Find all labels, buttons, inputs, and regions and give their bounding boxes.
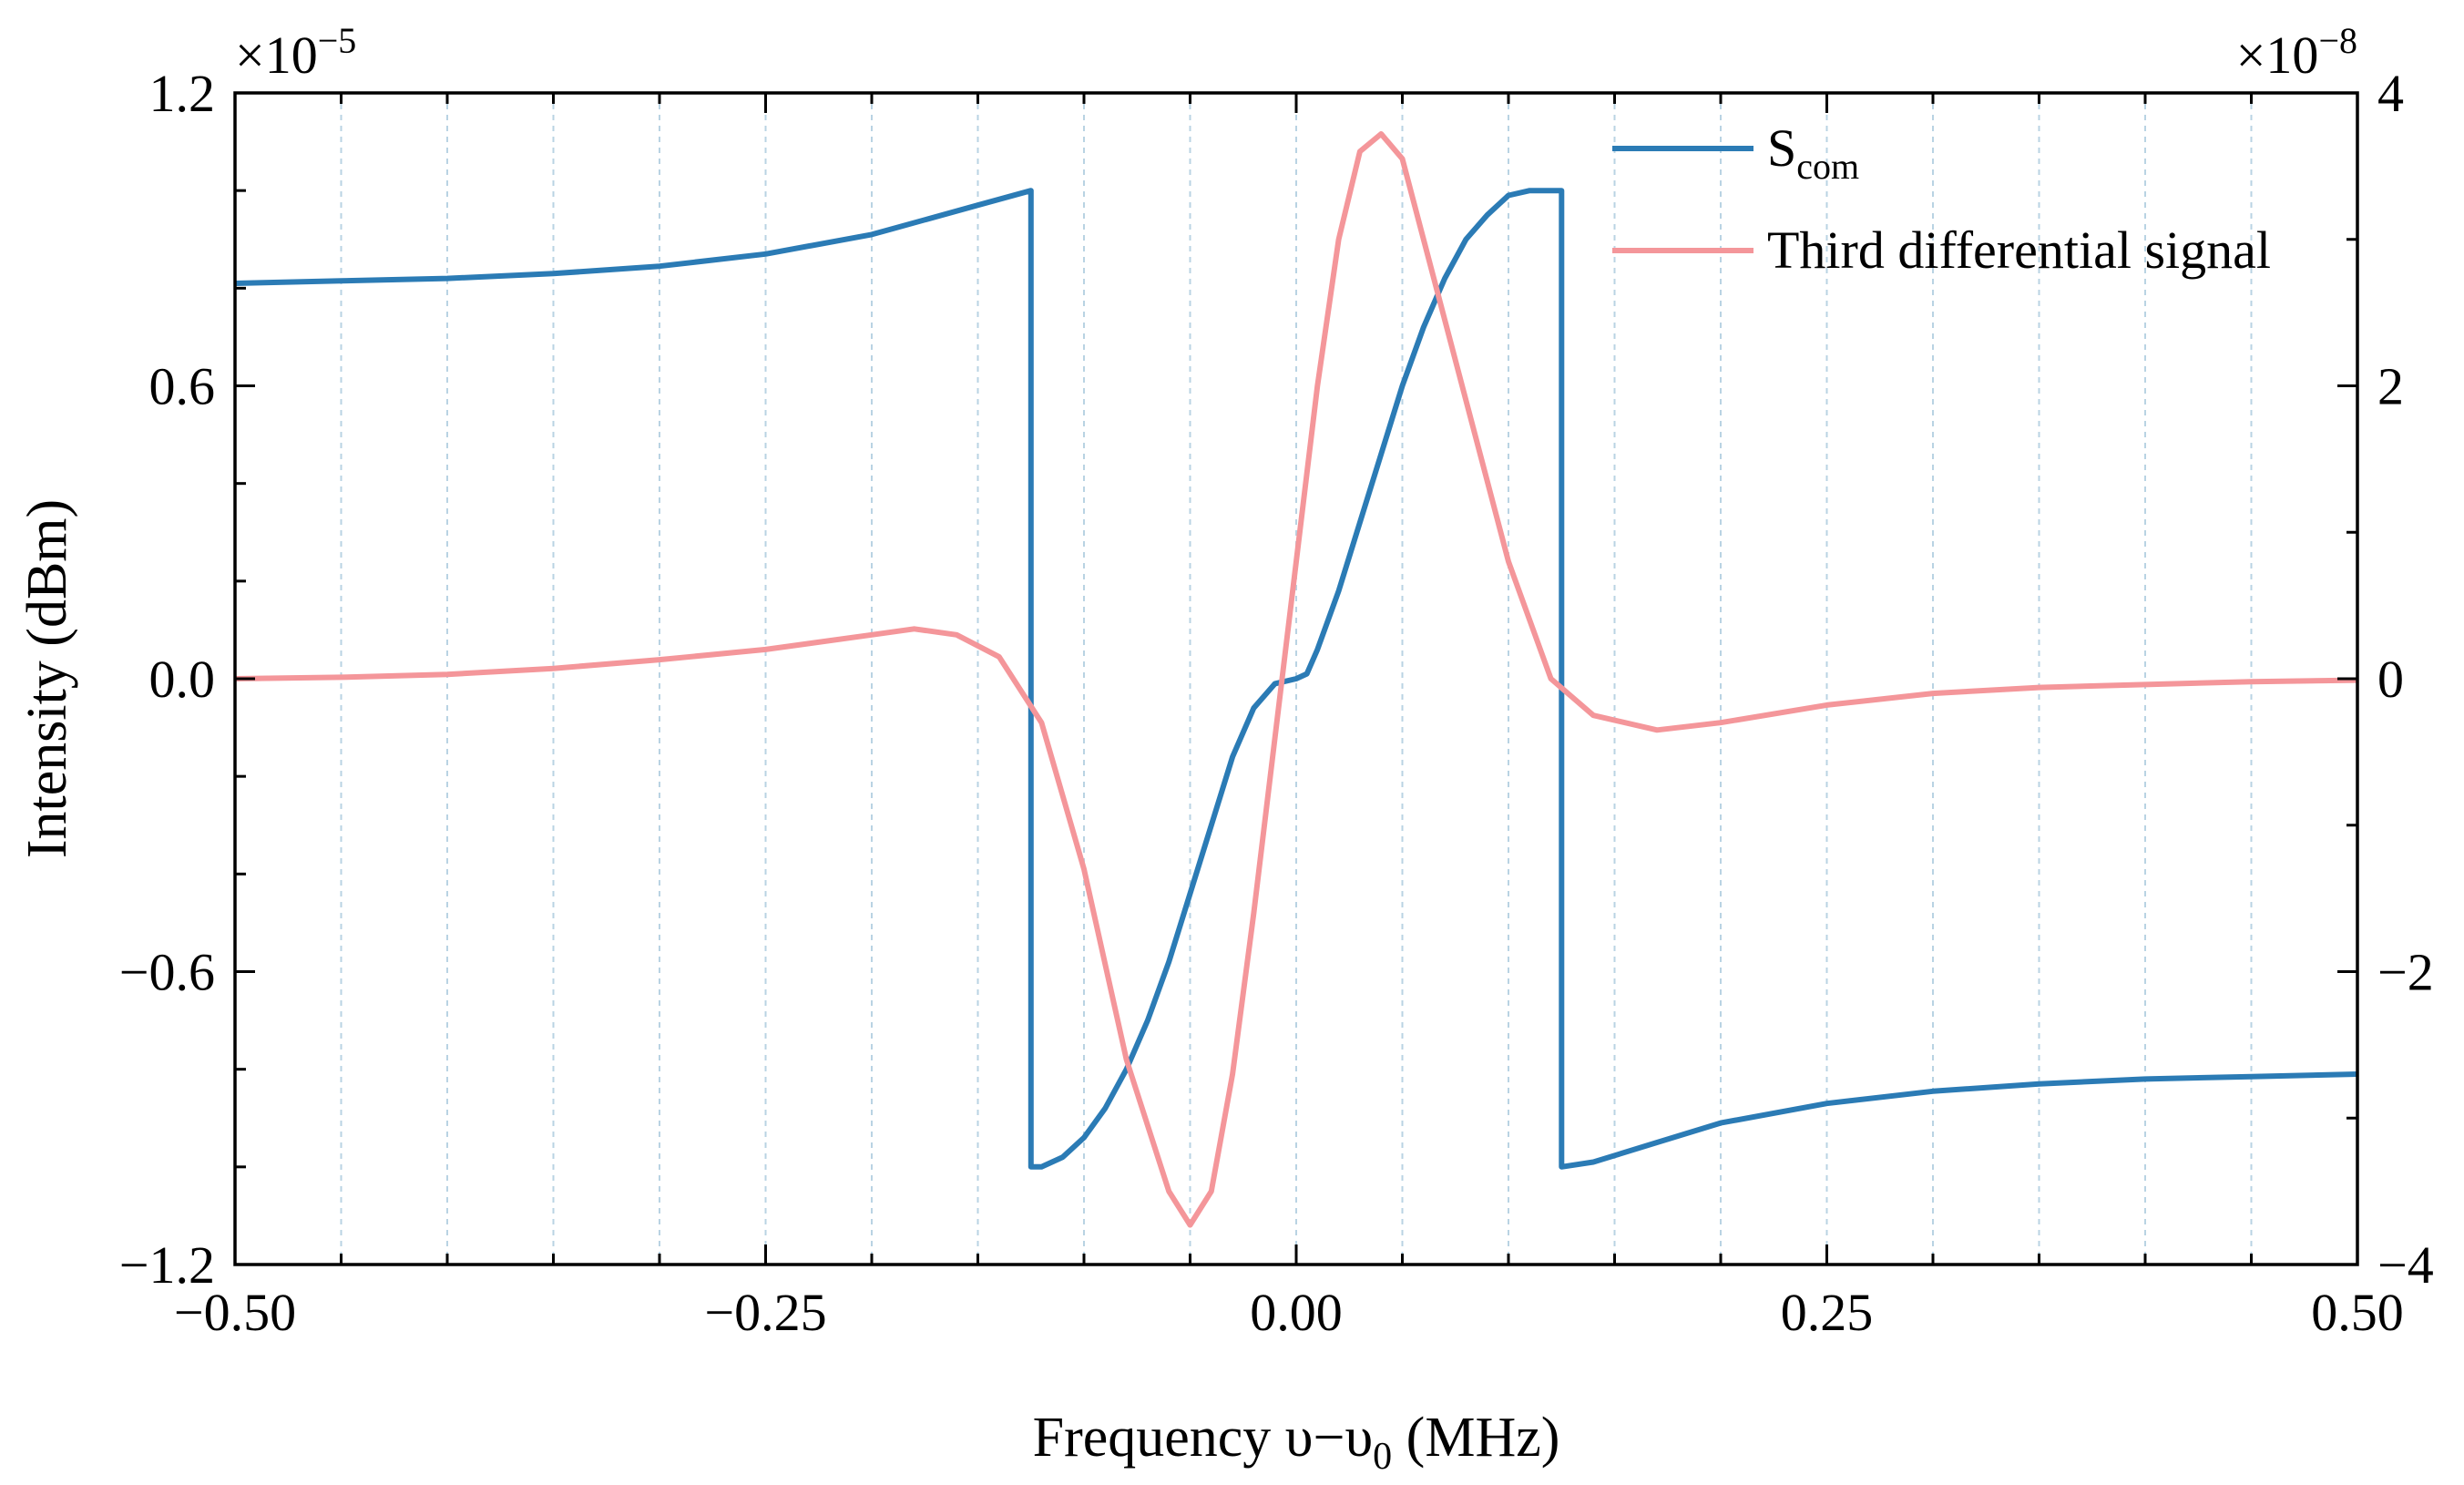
x-tick-label: 0.50 xyxy=(2311,1283,2404,1342)
legend-label-scom: Scom xyxy=(1767,118,1859,187)
y-axis-title: Intensity (dBm) xyxy=(16,499,78,858)
series-layer xyxy=(235,131,2357,1228)
x-tick-label: 0.25 xyxy=(1781,1283,1874,1342)
x-tick-label: −0.25 xyxy=(704,1283,826,1342)
series-line-third-differential xyxy=(235,131,2357,1228)
ticks xyxy=(233,91,2359,1266)
y-left-tick-label: 1.2 xyxy=(149,64,216,123)
tick-labels: −0.50 −0.25 0.00 0.25 0.50 1.2 0.6 0.0 −0.6 −1.2 4… xyxy=(119,64,2434,1342)
y-right-tick-label: 2 xyxy=(2377,357,2404,416)
y-left-tick-label: −0.6 xyxy=(119,943,215,1002)
series-line-scom xyxy=(235,188,2357,1170)
right-exponent-label: ×10−8 xyxy=(2236,20,2357,85)
grid xyxy=(340,93,2253,1265)
y-left-tick-label: 0.0 xyxy=(149,650,216,709)
y-left-tick-label: 0.6 xyxy=(149,357,216,416)
y-right-tick-label: −2 xyxy=(2377,943,2434,1002)
x-tick-label: 0.00 xyxy=(1250,1283,1343,1342)
left-exponent-label: ×10−5 xyxy=(235,20,356,85)
y-right-tick-label: 0 xyxy=(2377,650,2404,709)
y-right-tick-label: 4 xyxy=(2377,64,2404,123)
y-left-tick-label: −1.2 xyxy=(119,1235,215,1295)
y-right-tick-label: −4 xyxy=(2377,1235,2434,1295)
legend: Scom Third differential signal xyxy=(1612,118,2271,280)
x-tick-label: −0.50 xyxy=(174,1283,296,1342)
x-axis-title: Frequency υ−υ0 (MHz) xyxy=(1033,1407,1560,1478)
legend-label-third: Third differential signal xyxy=(1767,220,2271,280)
